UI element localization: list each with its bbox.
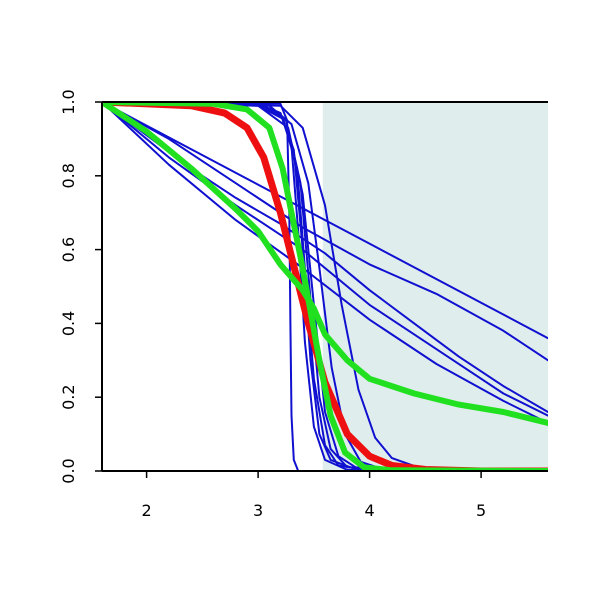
- x-tick-label: 3: [253, 501, 263, 520]
- y-tick-label: 1.0: [59, 89, 78, 114]
- series-layer: [102, 102, 548, 471]
- series-line-9: [102, 102, 548, 340]
- x-tick-label: 2: [142, 501, 152, 520]
- y-ticks: 0.0 0.2 0.4 0.6 0.8 1.0: [59, 89, 102, 484]
- y-tick-label: 0.8: [59, 163, 78, 188]
- x-ticks: 2 3 4 5: [142, 471, 486, 520]
- x-tick-label: 4: [365, 501, 375, 520]
- shaded-region: [322, 102, 548, 471]
- y-tick-label: 0.6: [59, 237, 78, 262]
- series-line-16: [102, 102, 548, 426]
- series-line-15: [102, 102, 548, 471]
- x-tick-label: 5: [476, 501, 486, 520]
- series-line-5: [102, 102, 548, 471]
- series-line-12: [102, 102, 548, 417]
- y-tick-label: 0.2: [59, 384, 78, 409]
- y-tick-label: 0.0: [59, 458, 78, 483]
- y-tick-label: 0.4: [59, 311, 78, 336]
- series-line-10: [102, 102, 548, 362]
- series-line-1: [102, 102, 548, 471]
- series-line-13: [102, 102, 548, 424]
